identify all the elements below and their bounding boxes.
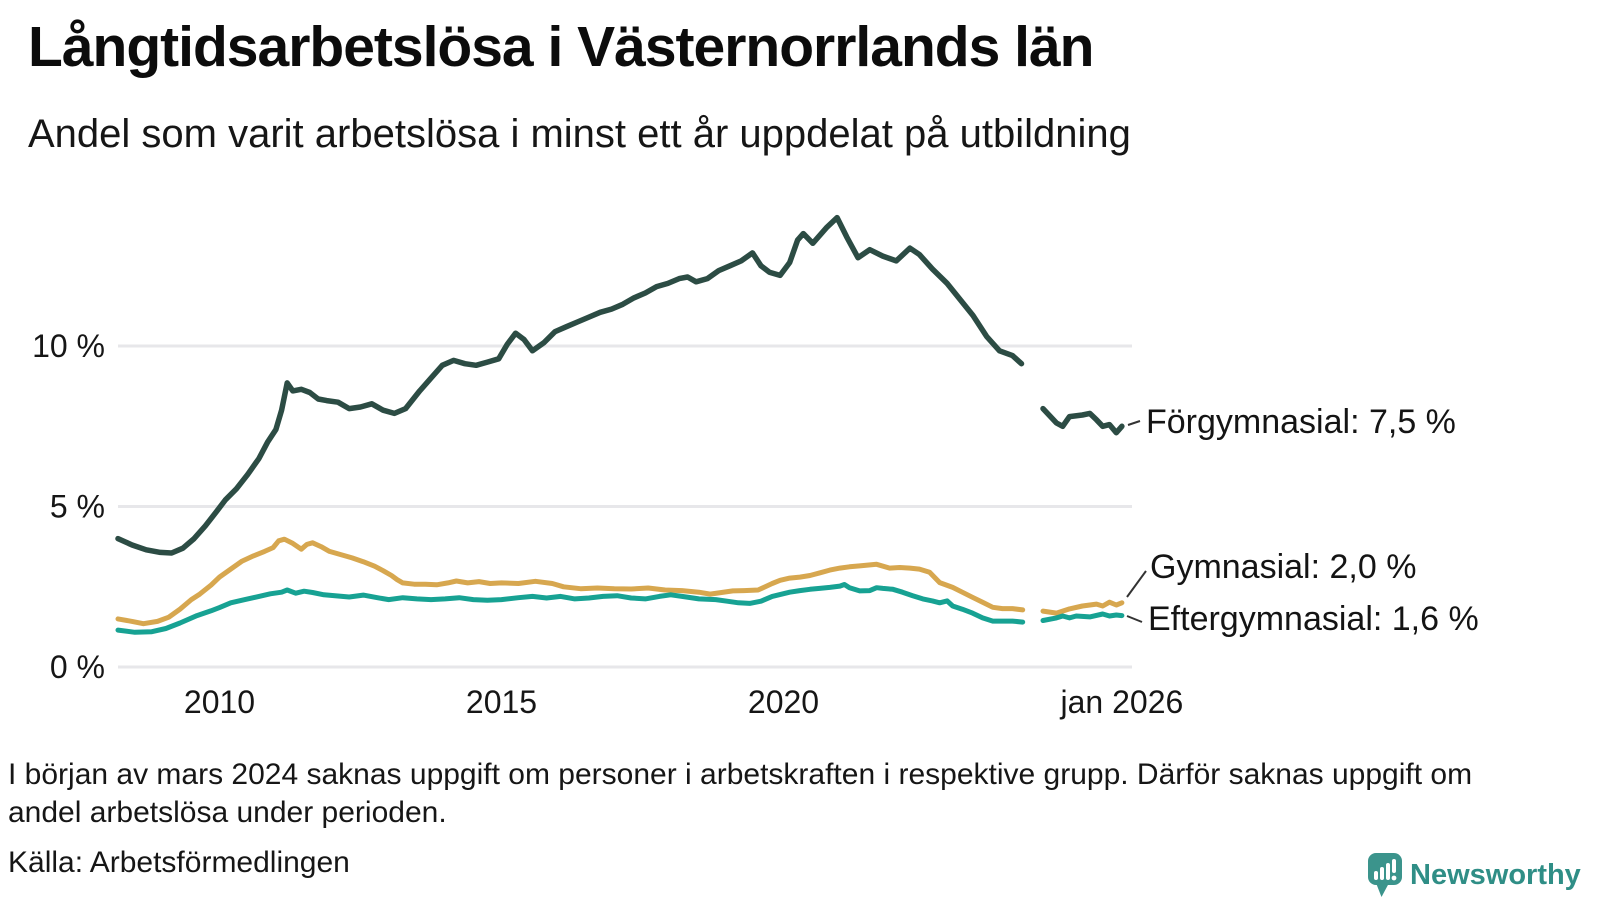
footnote-line-2: andel arbetslösa under perioden.: [8, 796, 447, 830]
connector-forgymnasial: [1127, 420, 1141, 426]
newsworthy-icon: [1368, 853, 1402, 897]
page-title: Långtidsarbetslösa i Västernorrlands län: [28, 15, 1094, 79]
series-end-labels: Förgymnasial: 7,5 % Gymnasial: 2,0 % Eft…: [1126, 403, 1479, 638]
page-subtitle: Andel som varit arbetslösa i minst ett å…: [28, 112, 1131, 156]
newsworthy-logo: Newsworthy: [1368, 853, 1581, 897]
gridlines: [118, 344, 1132, 669]
series-label-gymnasial: Gymnasial: 2,0 %: [1150, 548, 1416, 586]
x-axis-tick-jan-2026: jan 2026: [1060, 684, 1184, 720]
line-gymnasial: [115, 536, 1026, 627]
line-eftergymnasial: [115, 582, 1026, 635]
connector-gymnasial: [1126, 570, 1147, 598]
connector-eftergymnasial: [1126, 615, 1143, 623]
line-forgymnasial: [115, 214, 1025, 556]
source-text: Källa: Arbetsförmedlingen: [8, 846, 350, 879]
x-axis-tick-2020: 2020: [748, 684, 819, 720]
x-axis-tick-2010: 2010: [184, 684, 255, 720]
newsworthy-wordmark: Newsworthy: [1410, 859, 1581, 891]
series-lines: [115, 214, 1125, 635]
x-axis-tick-2015: 2015: [466, 684, 537, 720]
y-axis-tick-0: 0 %: [50, 649, 105, 685]
line-eftergymnasial-after-gap: [1040, 611, 1125, 623]
x-axis-labels: 2010 2015 2020 jan 2026: [184, 684, 1183, 720]
y-axis-tick-10: 10 %: [32, 328, 105, 364]
y-axis-tick-5: 5 %: [50, 489, 105, 525]
line-forgymnasial-after-gap: [1040, 405, 1125, 436]
y-axis-labels: 0 % 5 % 10 %: [32, 328, 105, 685]
footnote-line-1: I början av mars 2024 saknas uppgift om …: [8, 758, 1473, 791]
series-label-forgymnasial: Förgymnasial: 7,5 %: [1146, 403, 1456, 441]
line-gymnasial-after-gap: [1040, 599, 1125, 616]
footnote: I början av mars 2024 saknas uppgift om …: [8, 756, 1548, 832]
series-label-eftergymnasial: Eftergymnasial: 1,6 %: [1148, 600, 1479, 638]
